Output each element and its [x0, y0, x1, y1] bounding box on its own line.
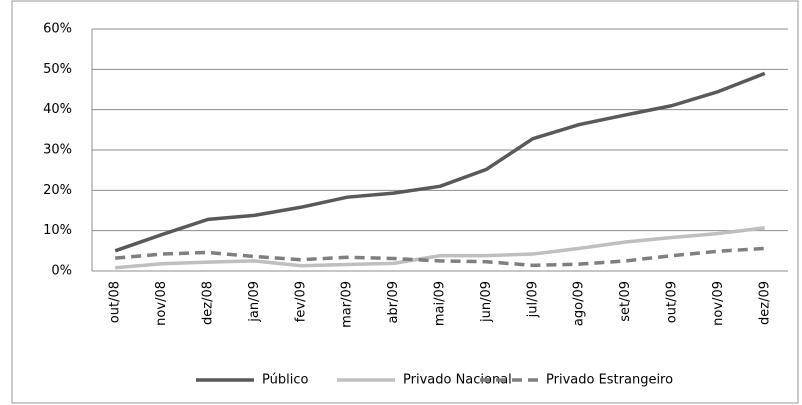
x-tick-label: mai/09 — [433, 281, 448, 326]
legend-label: Privado Nacional — [403, 373, 512, 388]
x-tick-label: abr/09 — [386, 281, 401, 324]
y-tick-label: 20% — [43, 183, 72, 198]
line-series — [114, 71, 766, 253]
x-tick-label: jul/09 — [525, 281, 540, 318]
x-tick-label: out/08 — [108, 281, 123, 323]
y-tick-label: 10% — [43, 223, 72, 238]
x-tick-label: set/09 — [618, 281, 633, 322]
x-tick-label: ago/09 — [572, 281, 587, 326]
x-tick-label: nov/08 — [154, 281, 169, 326]
legend-label: Privado Estrangeiro — [546, 373, 673, 388]
line-series — [115, 226, 766, 270]
x-tick-label: mar/09 — [340, 281, 355, 328]
line-series — [115, 246, 765, 268]
x-tick-label: dez/08 — [201, 281, 216, 325]
x-tick-label: fev/09 — [293, 281, 308, 322]
y-tick-label: 50% — [43, 62, 72, 77]
x-tick-label: jun/09 — [479, 281, 494, 323]
y-tick-label: 0% — [51, 264, 72, 279]
chart-border — [11, 0, 799, 404]
x-tick-label: out/09 — [665, 281, 680, 323]
y-tick-label: 60% — [43, 22, 72, 37]
y-tick-label: 40% — [43, 102, 72, 117]
x-tick-label: dez/09 — [757, 281, 772, 325]
x-tick-label: nov/09 — [711, 281, 726, 326]
y-tick-label: 30% — [43, 143, 72, 158]
legend-label: Público — [262, 373, 308, 388]
x-tick-label: jan/09 — [247, 281, 262, 323]
